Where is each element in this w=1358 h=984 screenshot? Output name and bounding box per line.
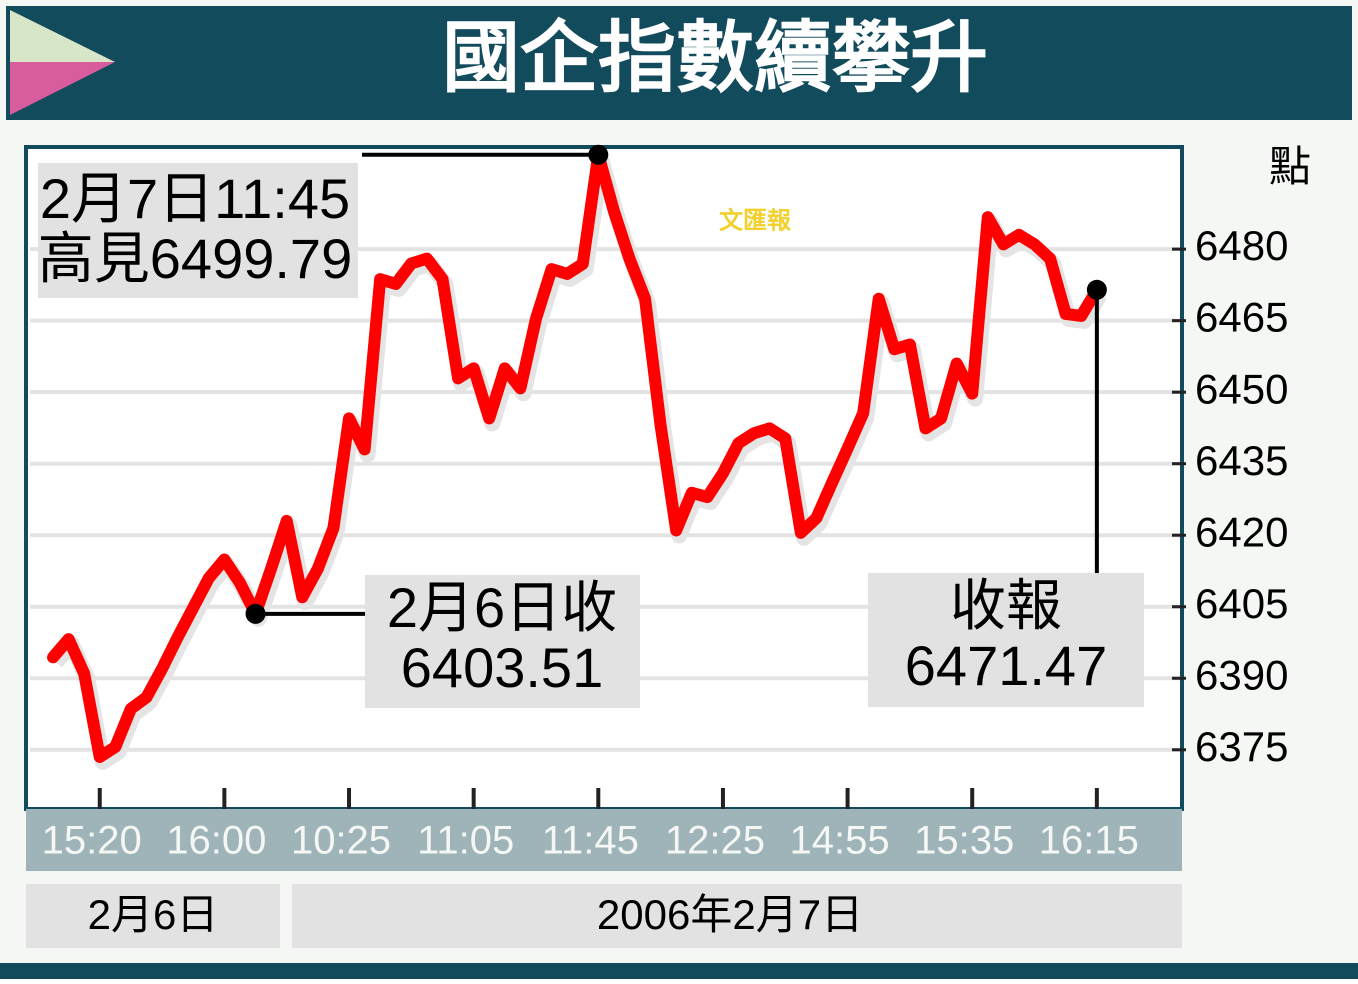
- y-tick-label: 6420: [1195, 508, 1288, 555]
- y-tick-label: 6375: [1195, 723, 1288, 770]
- annotation-box: [365, 575, 640, 708]
- y-axis-unit: 點: [1269, 143, 1311, 190]
- chart-title: 國企指數續攀升: [442, 14, 988, 102]
- annotation-text: 2月7日11:45: [40, 167, 350, 230]
- annotation-box: [38, 163, 358, 298]
- x-tick-label: 10:25: [291, 819, 391, 863]
- line: [47, 148, 1103, 763]
- x-tick-label: 11:05: [417, 819, 514, 863]
- date-band: [26, 884, 280, 948]
- x-tick-label: 11:45: [542, 819, 639, 863]
- annotation-text: 6471.47: [905, 634, 1107, 697]
- footer-band: [0, 963, 1358, 979]
- y-tick-label: 6450: [1195, 365, 1288, 412]
- x-tick-label: 15:20: [42, 819, 142, 863]
- annotation-marker: [1086, 279, 1107, 300]
- annotation-marker: [588, 144, 609, 165]
- annotation-text: 收報: [950, 574, 1062, 637]
- date-label: 2月6日: [88, 891, 219, 938]
- x-tick-label: 14:55: [790, 819, 890, 863]
- x-axis-band: [26, 809, 1182, 871]
- y-tick-label: 6480: [1195, 222, 1288, 269]
- x-tick-label: 15:35: [914, 819, 1014, 863]
- watermark: 文匯報: [719, 206, 792, 234]
- date-band: [292, 884, 1182, 948]
- y-tick-label: 6435: [1195, 437, 1288, 484]
- x-tick-label: 16:00: [166, 819, 266, 863]
- y-tick-label: 6390: [1195, 651, 1288, 698]
- header-icon: [10, 62, 115, 115]
- annotation-text: 2月6日收: [387, 576, 617, 639]
- header-band: [6, 6, 1352, 120]
- x-tick-label: 16:15: [1039, 819, 1139, 863]
- x-tick-label: 12:25: [665, 819, 765, 863]
- y-tick-label: 6405: [1195, 580, 1288, 627]
- header-icon: [10, 10, 115, 62]
- annotation-text: 高見6499.79: [38, 227, 352, 290]
- y-tick-label: 6465: [1195, 294, 1288, 341]
- annotation-box: [868, 573, 1144, 707]
- date-label: 2006年2月7日: [597, 891, 863, 938]
- annotation-text: 6403.51: [401, 636, 603, 699]
- annotation-marker: [245, 603, 266, 624]
